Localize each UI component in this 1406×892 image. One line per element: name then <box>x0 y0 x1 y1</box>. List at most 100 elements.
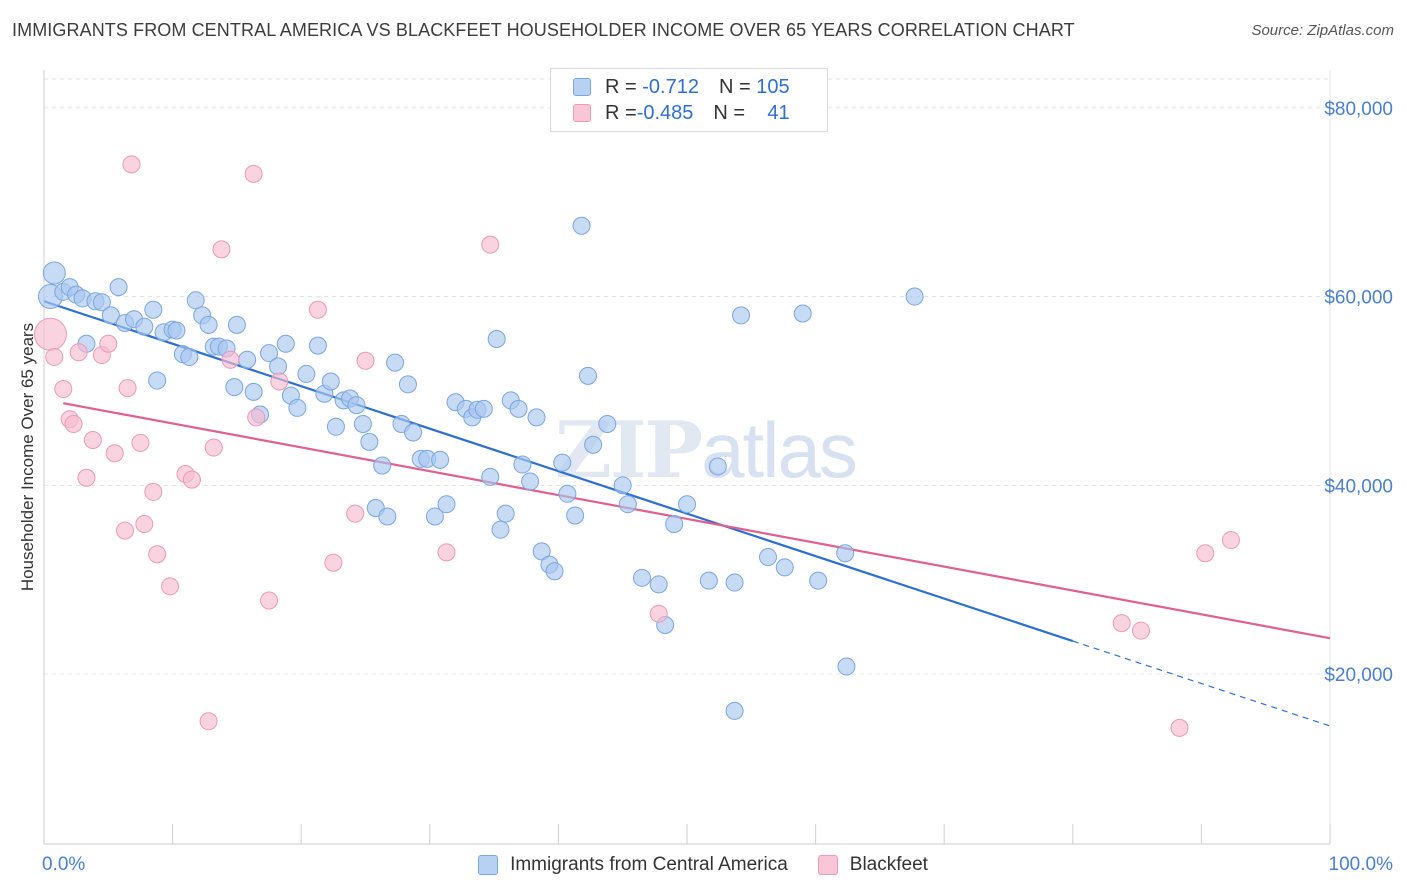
point-central-america <box>101 306 120 325</box>
point-blackfeet <box>1196 544 1215 563</box>
point-central-america <box>297 364 316 383</box>
point-central-america <box>553 453 572 472</box>
point-central-america <box>793 304 812 323</box>
point-central-america <box>649 575 668 594</box>
series-label-blackfeet: Blackfeet <box>849 854 928 875</box>
point-central-america <box>474 399 493 418</box>
point-blackfeet <box>131 433 150 452</box>
point-central-america <box>496 504 515 523</box>
legend-n-label: N = <box>718 75 751 98</box>
point-blackfeet <box>247 408 266 427</box>
point-blackfeet <box>182 470 201 489</box>
y-axis-label: Householder Income Over 65 years <box>18 323 37 591</box>
point-central-america <box>431 450 450 469</box>
legend-row-central-america: R = -0.712 N = 105 <box>573 74 790 100</box>
series-label-central-america: Immigrants from Central America <box>510 854 788 875</box>
point-central-america <box>353 414 372 433</box>
point-central-america <box>708 457 727 476</box>
point-blackfeet <box>270 372 289 391</box>
point-central-america <box>167 321 186 340</box>
point-central-america <box>326 417 345 436</box>
y-tick-label: $20,000 <box>1324 665 1393 686</box>
series-legend-blackfeet: Blackfeet <box>817 854 928 876</box>
point-central-america <box>238 350 257 369</box>
trendline-central-america-extension <box>1072 640 1331 727</box>
point-central-america <box>618 495 637 514</box>
point-blackfeet <box>83 431 102 450</box>
point-central-america <box>532 542 551 561</box>
point-central-america <box>42 261 66 285</box>
point-blackfeet <box>161 577 180 596</box>
point-blackfeet <box>69 343 88 362</box>
point-central-america <box>905 287 924 306</box>
point-blackfeet <box>122 155 141 174</box>
x-tick-label-start: 0.0% <box>42 854 85 875</box>
point-blackfeet <box>199 712 218 731</box>
point-central-america <box>665 515 684 534</box>
point-blackfeet <box>54 380 73 399</box>
legend-swatch-blue <box>573 78 591 96</box>
point-blackfeet <box>356 351 375 370</box>
point-central-america <box>521 472 540 491</box>
point-blackfeet <box>116 521 135 540</box>
point-central-america <box>836 544 855 563</box>
data-points <box>33 155 1240 737</box>
point-blackfeet <box>346 504 365 523</box>
point-central-america <box>148 371 167 390</box>
point-central-america <box>186 291 205 310</box>
series-swatch-blue <box>478 855 499 875</box>
point-central-america <box>260 344 279 363</box>
point-blackfeet <box>148 545 167 564</box>
point-central-america <box>725 701 744 720</box>
legend-n-value: 105 <box>756 75 790 98</box>
point-blackfeet <box>118 379 137 398</box>
point-blackfeet <box>1221 531 1240 550</box>
point-blackfeet <box>99 334 118 353</box>
legend-r-value: -0.485 <box>636 101 694 124</box>
point-central-america <box>225 378 244 397</box>
point-blackfeet <box>144 482 163 501</box>
point-central-america <box>199 315 218 334</box>
point-central-america <box>180 347 199 366</box>
point-blackfeet <box>437 543 456 562</box>
point-central-america <box>360 432 379 451</box>
point-blackfeet <box>45 347 64 366</box>
axis-labels: $20,000 $40,000 $60,000 $80,000 0.0% 100.0% Ho… <box>18 99 1393 875</box>
point-central-america <box>347 396 366 415</box>
point-central-america <box>598 414 617 433</box>
point-central-america <box>481 467 500 486</box>
point-blackfeet <box>64 414 83 433</box>
point-blackfeet <box>33 317 67 351</box>
point-central-america <box>759 548 778 567</box>
point-central-america <box>144 300 163 319</box>
point-central-america <box>373 456 392 475</box>
point-blackfeet <box>77 468 96 487</box>
point-central-america <box>437 495 456 514</box>
point-central-america <box>404 423 423 442</box>
trendline-central-america <box>43 300 1074 643</box>
point-blackfeet <box>324 553 343 572</box>
legend-r-value: -0.712 <box>642 75 699 98</box>
legend-n-label: N = <box>713 101 746 124</box>
legend-row-blackfeet: R = -0.485 N = 41 <box>573 100 790 126</box>
legend-n-value: 41 <box>767 101 790 124</box>
point-central-america <box>558 484 577 503</box>
point-central-america <box>732 306 751 325</box>
point-blackfeet <box>1170 718 1189 737</box>
point-blackfeet <box>1131 621 1150 640</box>
point-central-america <box>425 507 444 526</box>
point-blackfeet <box>649 604 668 623</box>
point-central-america <box>491 520 510 539</box>
point-central-america <box>244 382 263 401</box>
point-blackfeet <box>260 591 279 610</box>
point-central-america <box>678 495 696 514</box>
point-central-america <box>109 278 128 297</box>
point-blackfeet <box>135 515 154 534</box>
watermark-atlas: atlas <box>701 406 858 494</box>
point-central-america <box>321 372 340 391</box>
grid-lines <box>44 78 1330 675</box>
point-central-america <box>513 455 532 474</box>
axes <box>43 70 1331 845</box>
point-central-america <box>378 507 397 526</box>
